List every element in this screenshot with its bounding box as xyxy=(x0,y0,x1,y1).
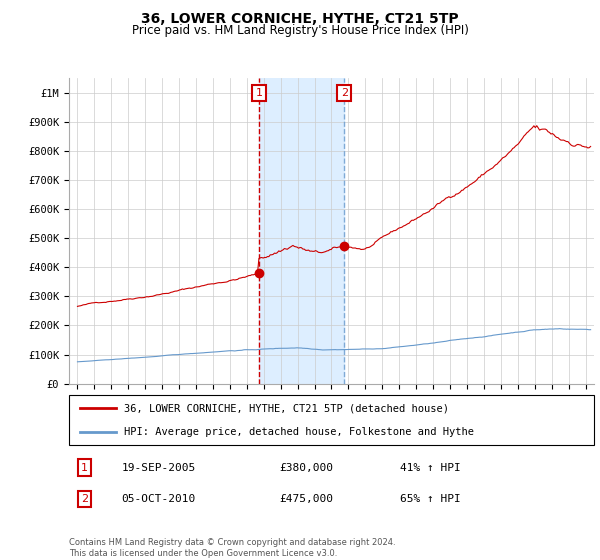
Text: 1: 1 xyxy=(81,463,88,473)
Text: Contains HM Land Registry data © Crown copyright and database right 2024.
This d: Contains HM Land Registry data © Crown c… xyxy=(69,538,395,558)
Text: 2: 2 xyxy=(81,494,88,504)
Bar xyxy=(259,78,344,384)
Text: £380,000: £380,000 xyxy=(279,463,333,473)
FancyBboxPatch shape xyxy=(69,395,594,445)
Text: Price paid vs. HM Land Registry's House Price Index (HPI): Price paid vs. HM Land Registry's House … xyxy=(131,24,469,37)
Text: £475,000: £475,000 xyxy=(279,494,333,504)
Text: 1: 1 xyxy=(256,88,263,98)
Text: 2: 2 xyxy=(341,88,348,98)
Text: HPI: Average price, detached house, Folkestone and Hythe: HPI: Average price, detached house, Folk… xyxy=(124,427,474,437)
Text: 19-SEP-2005: 19-SEP-2005 xyxy=(121,463,196,473)
Text: 05-OCT-2010: 05-OCT-2010 xyxy=(121,494,196,504)
Text: 65% ↑ HPI: 65% ↑ HPI xyxy=(400,494,461,504)
Text: 36, LOWER CORNICHE, HYTHE, CT21 5TP: 36, LOWER CORNICHE, HYTHE, CT21 5TP xyxy=(141,12,459,26)
Text: 41% ↑ HPI: 41% ↑ HPI xyxy=(400,463,461,473)
Text: 36, LOWER CORNICHE, HYTHE, CT21 5TP (detached house): 36, LOWER CORNICHE, HYTHE, CT21 5TP (det… xyxy=(124,403,449,413)
